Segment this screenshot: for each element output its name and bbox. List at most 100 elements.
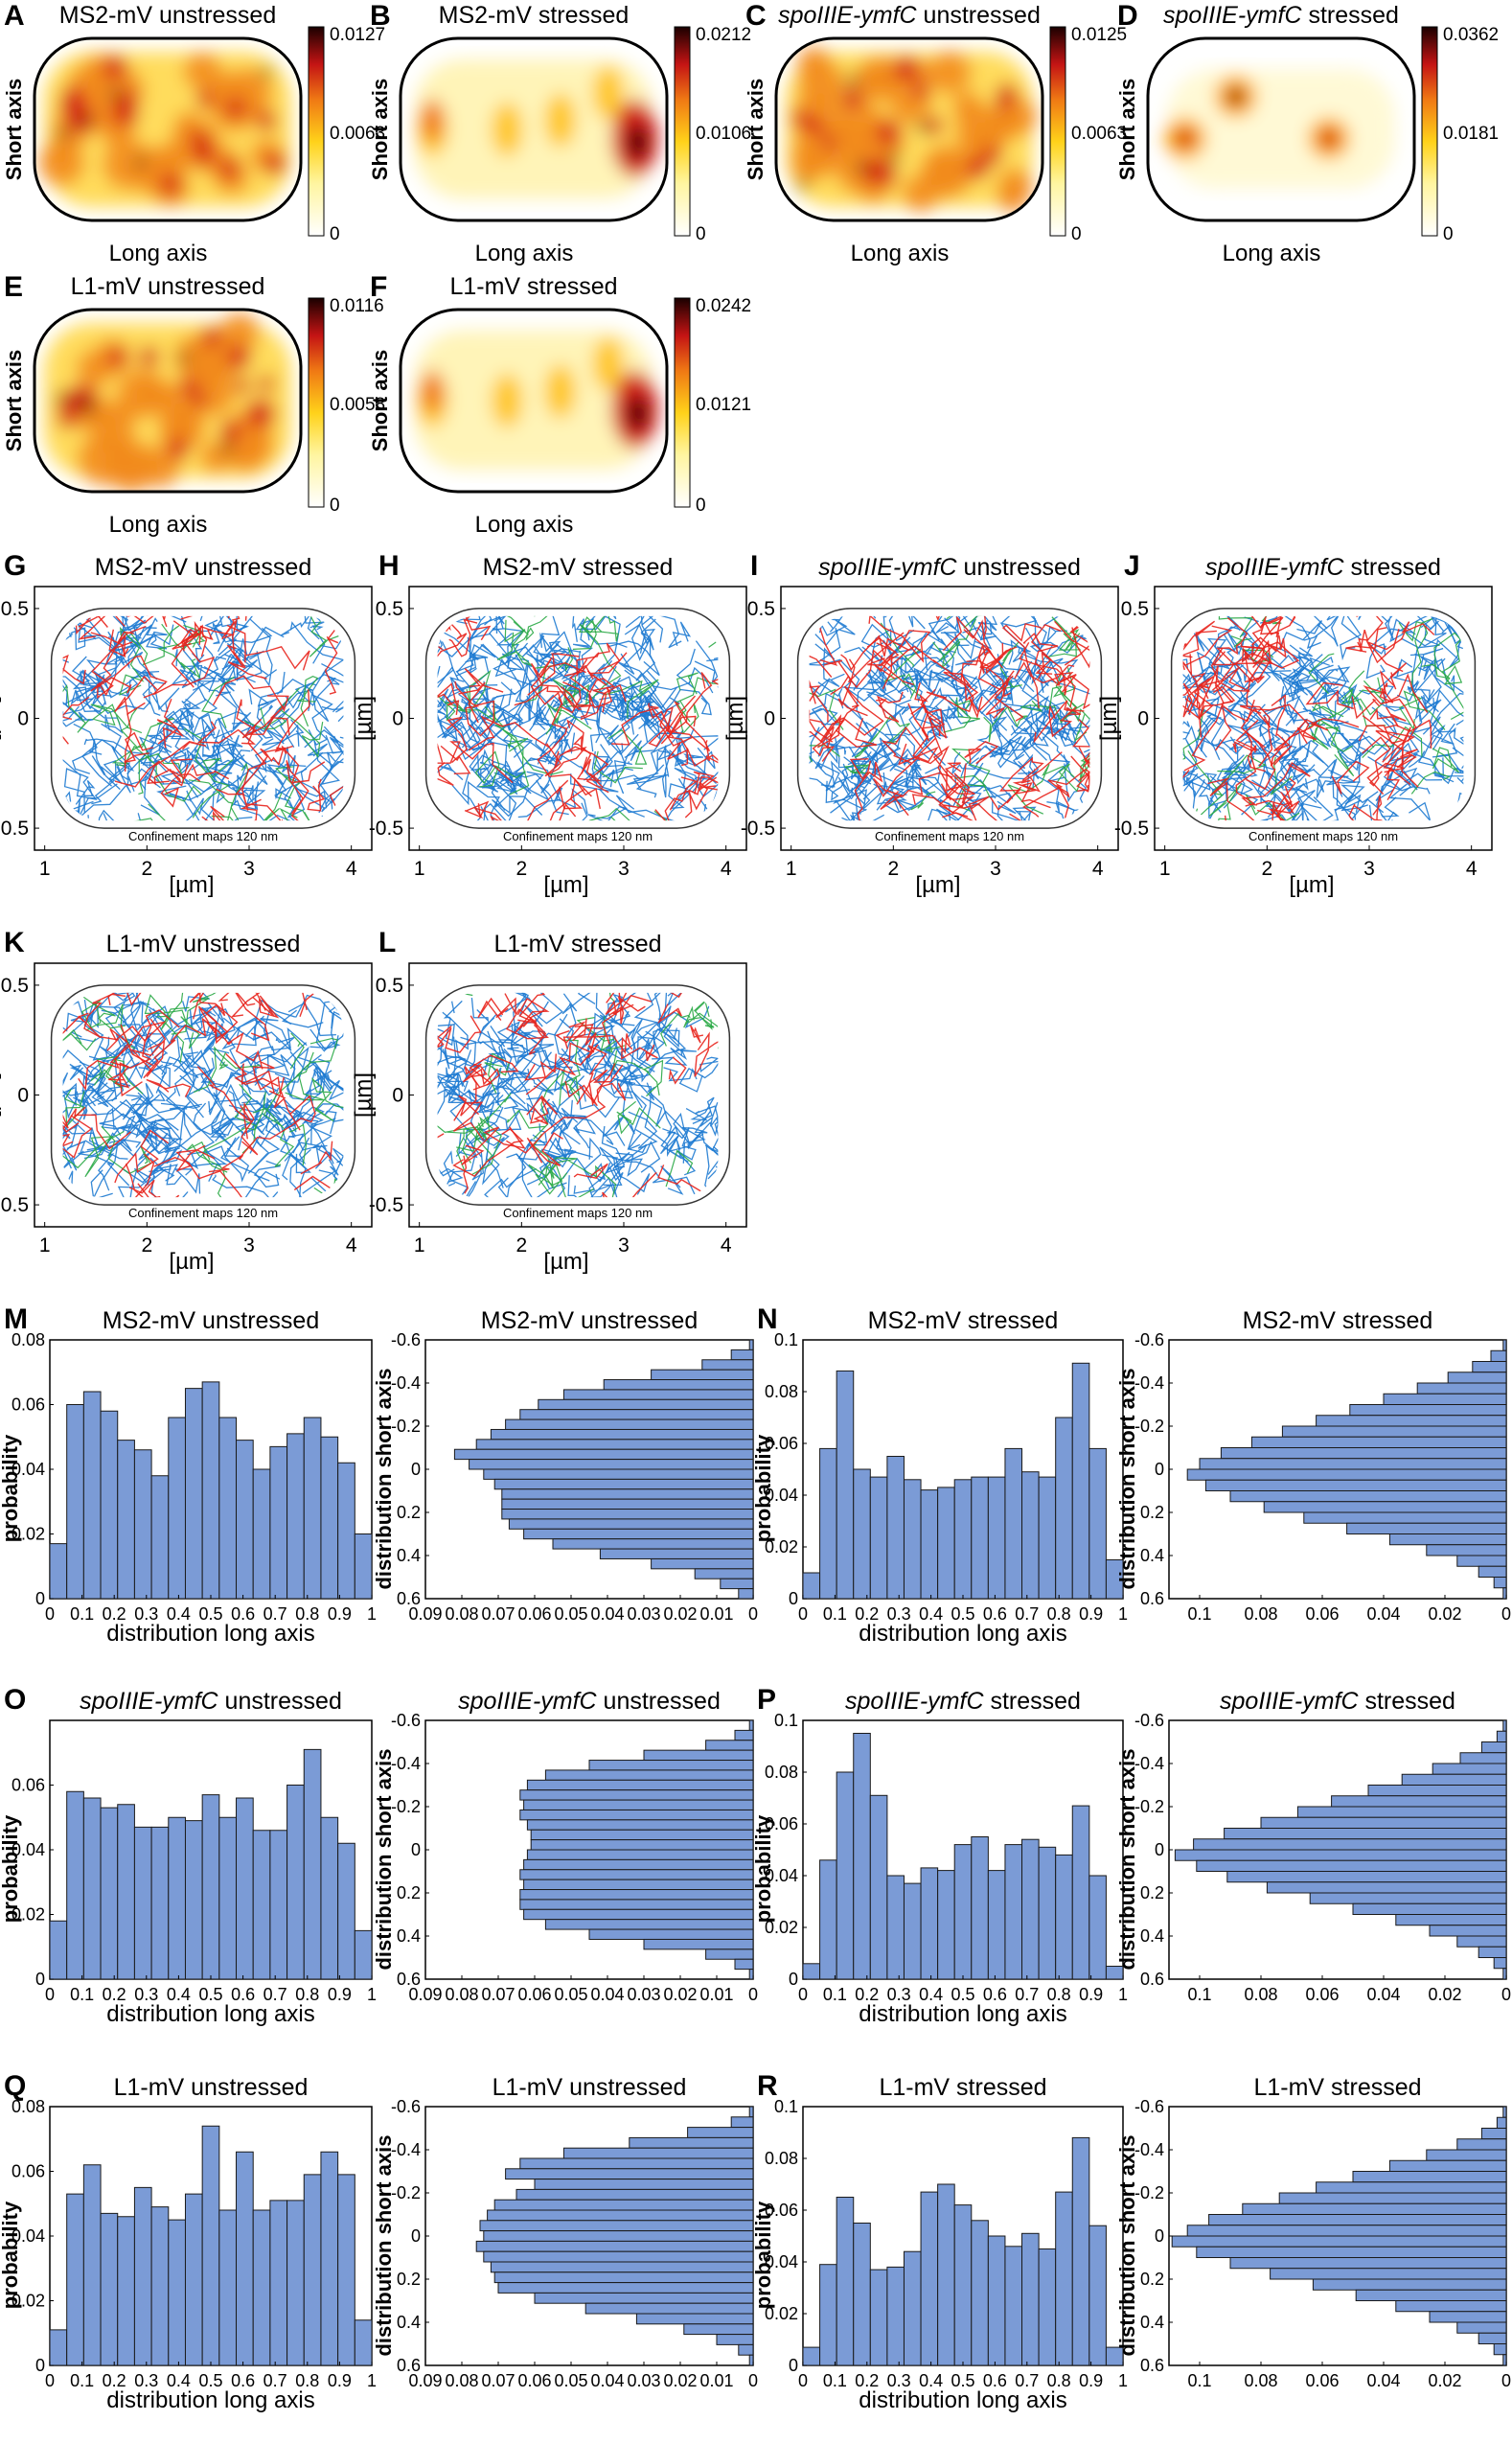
histogram-bar	[286, 2200, 305, 2366]
histogram-bar	[269, 1445, 288, 1600]
y-tick: -0.2	[1134, 1797, 1164, 1816]
y-tick: 0	[17, 708, 29, 730]
y-tick: 0.04	[765, 2252, 798, 2271]
panel-label: R	[757, 2070, 778, 2102]
histogram-bar	[544, 1769, 754, 1781]
histogram-bar	[1105, 2346, 1124, 2366]
x-tick: 0	[748, 2371, 758, 2390]
histogram-bar	[236, 2151, 254, 2366]
histogram-title-text: stressed	[1359, 1688, 1455, 1715]
long-axis-label: Long axis	[1223, 241, 1321, 266]
x-tick: 0.07	[481, 1604, 515, 1624]
x-tick: 0.08	[1244, 2371, 1277, 2390]
histogram-bar	[562, 1389, 754, 1400]
y-tick: 0.06	[11, 1776, 45, 1795]
x-tick: 3	[243, 858, 255, 880]
y-tick: 0.4	[1140, 1926, 1164, 1946]
x-tick: 2	[887, 858, 899, 880]
histogram-bar	[1352, 2171, 1507, 2183]
histogram-bar	[184, 1388, 203, 1600]
short-axis-label: Short axis	[1115, 79, 1139, 180]
histogram-bar	[133, 1449, 152, 1600]
histogram-panel-n: N MS2-mV stressed 0 0.1 0.2 0.3 0.4 0.5 0.6 0.7 0.…	[751, 1303, 1128, 1647]
histogram-bar	[603, 1379, 754, 1391]
histogram-title-italic: spoIIIE-ymfC	[1220, 1688, 1359, 1715]
colorbar-max: 0.0362	[1443, 25, 1499, 45]
histogram-bar	[475, 2240, 754, 2252]
x-tick: 1	[1118, 1985, 1128, 2004]
histogram-bar	[734, 1729, 754, 1741]
x-tick: 3	[618, 858, 630, 880]
histogram-bar	[1021, 2232, 1040, 2366]
x-tick: 0.9	[328, 1604, 352, 1624]
colorbar-max: 0.0242	[696, 296, 751, 316]
x-tick: 0.2	[855, 1985, 879, 2004]
histogram-bar	[286, 1433, 305, 1600]
y-tick: 0	[1137, 708, 1149, 730]
x-tick: 1	[414, 858, 425, 880]
x-tick: 1	[367, 1604, 377, 1624]
histogram-bar	[487, 2209, 754, 2222]
x-tick: 0.5	[198, 1604, 222, 1624]
heatmap-title-italic: spoIIIE-ymfC	[1163, 2, 1302, 29]
x-tick: 1	[1159, 858, 1171, 880]
x-tick: 0.4	[919, 1604, 943, 1624]
y-tick: 0	[411, 2226, 421, 2246]
x-tick: 1	[367, 2371, 377, 2390]
panel-label: O	[4, 1684, 26, 1716]
histogram-bar	[1502, 1719, 1507, 1732]
y-axis-label: distribution short axis	[372, 1748, 396, 1970]
x-tick: 0.4	[167, 1985, 191, 2004]
histogram-bar	[1429, 1925, 1507, 1937]
x-axis-label: distribution long axis	[859, 1621, 1066, 1647]
y-tick: 0.5	[1, 598, 29, 620]
histogram-bar	[1502, 2106, 1507, 2118]
histogram-bar	[269, 2200, 288, 2366]
x-tick: 3	[243, 1234, 255, 1257]
histogram-bar	[588, 1760, 754, 1771]
x-tick: 0.03	[627, 2371, 660, 2390]
y-tick: 0.04	[11, 1840, 45, 1859]
long-axis-label: Long axis	[851, 241, 950, 266]
x-tick: 0.08	[1244, 1985, 1277, 2004]
y-tick: 0	[789, 1589, 798, 1608]
colorbar	[674, 26, 691, 237]
histogram-bar	[493, 1478, 754, 1490]
histogram-title-text: stressed	[984, 1688, 1081, 1715]
histogram-bar	[953, 1479, 973, 1600]
histogram-panels: M MS2-mV unstressed 0 0.1 0.2 0.3 0.4 0.5 0.6 0.7…	[0, 1303, 1511, 2413]
x-tick: 0	[798, 2371, 808, 2390]
x-tick: 0.01	[699, 1604, 733, 1624]
histogram-bar	[150, 1475, 170, 1600]
y-tick: 0.1	[774, 1330, 798, 1349]
histogram-bar	[66, 1404, 84, 1600]
trajectory-title: MS2-mV stressed	[483, 554, 674, 581]
x-tick: 0.4	[919, 2371, 943, 2390]
histogram-bar	[320, 2151, 339, 2366]
histogram-bar	[1432, 1763, 1507, 1775]
histogram-title: spoIIIE-ymfC unstressed	[80, 1688, 342, 1715]
x-tick: 4	[721, 1234, 732, 1257]
y-axis-label: probability	[0, 2201, 22, 2309]
trajectories	[809, 615, 1090, 821]
histogram-bar	[1296, 1806, 1507, 1818]
histogram-bar	[530, 1839, 754, 1851]
x-tick: 0.5	[951, 1985, 974, 2004]
x-tick: 0.7	[263, 2371, 287, 2390]
colorbar-max: 0.0212	[696, 25, 751, 45]
histogram-bar	[886, 1456, 905, 1600]
histogram-bar	[303, 1417, 322, 1600]
histogram-title-text: MS2-mV unstressed	[103, 1307, 319, 1334]
histogram-bar	[100, 1410, 119, 1600]
histogram-panel-n2: MS2-mV stressed 0.1 0.08 0.06 0.04 0.02 0 -0.6 -…	[1115, 1307, 1511, 1624]
histogram-bar	[337, 1462, 355, 1600]
histogram-bar	[1242, 2202, 1507, 2215]
short-axis-label: Short axis	[2, 79, 26, 180]
y-tick: 0.5	[747, 598, 775, 620]
y-tick: -0.5	[369, 818, 403, 840]
y-axis-label: [µm]	[351, 696, 377, 741]
y-tick: -0.6	[1134, 1711, 1164, 1730]
histogram-bar	[748, 1339, 754, 1350]
histogram-bar	[1312, 2278, 1507, 2291]
